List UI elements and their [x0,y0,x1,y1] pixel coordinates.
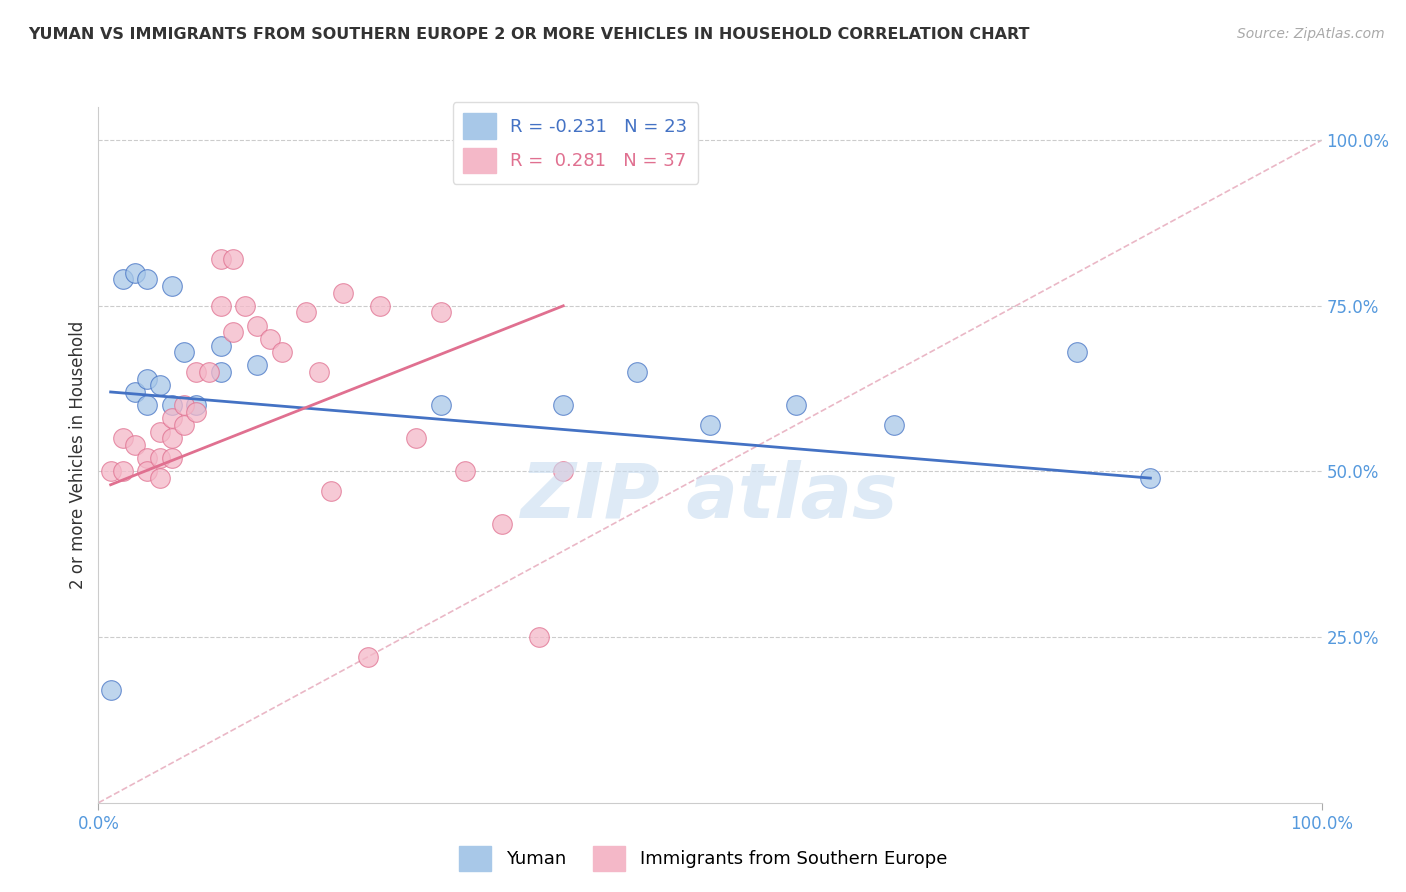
Point [149,451,172,466]
Legend: R = -0.231   N = 23, R =  0.281   N = 37: R = -0.231 N = 23, R = 0.281 N = 37 [453,103,699,184]
Point [405,431,427,445]
Point [209,299,232,313]
Point [491,517,513,532]
Point [246,318,269,333]
Text: YUMAN VS IMMIGRANTS FROM SOUTHERN EUROPE 2 OR MORE VEHICLES IN HOUSEHOLD CORRELA: YUMAN VS IMMIGRANTS FROM SOUTHERN EUROPE… [28,27,1029,42]
Point [124,384,146,399]
Point [111,465,134,479]
Text: ZIP atlas: ZIP atlas [522,459,898,533]
Point [100,465,122,479]
Point [124,266,146,280]
Point [186,398,208,412]
Point [368,299,391,313]
Point [785,398,807,412]
Point [883,418,905,433]
Point [209,338,232,352]
Point [1139,471,1161,485]
Point [149,378,172,392]
Text: Source: ZipAtlas.com: Source: ZipAtlas.com [1237,27,1385,41]
Point [197,365,219,379]
Point [356,650,378,665]
Point [111,431,134,445]
Point [430,305,453,319]
Point [259,332,281,346]
Point [430,398,453,412]
Point [222,252,245,267]
Point [160,398,183,412]
Point [295,305,318,319]
Point [136,372,159,386]
Point [111,272,134,286]
Point [332,285,354,300]
Point [160,451,183,466]
Point [136,451,159,466]
Legend: Yuman, Immigrants from Southern Europe: Yuman, Immigrants from Southern Europe [451,838,955,879]
Point [553,398,575,412]
Point [699,418,721,433]
Point [160,431,183,445]
Point [136,465,159,479]
Point [173,345,195,359]
Point [246,359,269,373]
Point [149,471,172,485]
Point [1066,345,1088,359]
Point [136,398,159,412]
Point [186,405,208,419]
Point [222,326,245,340]
Point [160,279,183,293]
Point [173,418,195,433]
Point [270,345,294,359]
Point [136,272,159,286]
Point [209,252,232,267]
Point [454,465,477,479]
Point [233,299,256,313]
Point [626,365,648,379]
Point [173,398,195,412]
Point [100,683,122,698]
Point [160,411,183,425]
Point [149,425,172,439]
Point [319,484,342,499]
Point [527,630,550,644]
Point [186,365,208,379]
Point [553,465,575,479]
Point [209,365,232,379]
Y-axis label: 2 or more Vehicles in Household: 2 or more Vehicles in Household [69,321,87,589]
Point [308,365,330,379]
Point [124,438,146,452]
